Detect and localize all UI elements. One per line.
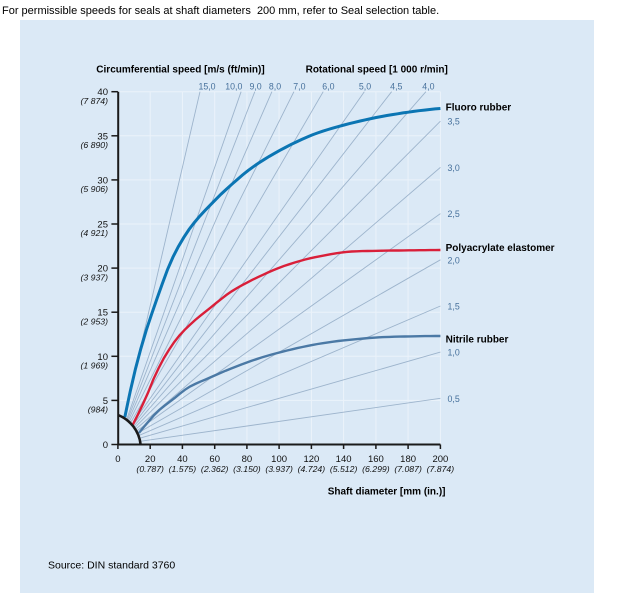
svg-text:7,0: 7,0: [293, 82, 305, 92]
svg-text:(0.787): (0.787): [136, 464, 164, 474]
svg-text:9,0: 9,0: [249, 82, 261, 92]
svg-text:Polyacrylate elastomer: Polyacrylate elastomer: [446, 243, 555, 254]
svg-text:(984): (984): [88, 405, 108, 415]
svg-text:(7 874): (7 874): [80, 96, 108, 106]
svg-text:15: 15: [97, 308, 108, 319]
svg-text:10: 10: [97, 352, 108, 363]
svg-text:(3.150): (3.150): [233, 464, 261, 474]
svg-text:(3 937): (3 937): [80, 272, 108, 282]
svg-text:60: 60: [209, 454, 220, 465]
svg-text:(2 953): (2 953): [80, 316, 108, 326]
svg-text:Source: DIN standard 3760: Source: DIN standard 3760: [48, 560, 175, 572]
svg-text:(5.512): (5.512): [330, 464, 358, 474]
svg-text:0: 0: [103, 440, 108, 451]
svg-text:Shaft diameter [mm (in.)]: Shaft diameter [mm (in.)]: [328, 487, 446, 498]
svg-text:6,0: 6,0: [322, 82, 334, 92]
svg-text:(7.874): (7.874): [427, 464, 455, 474]
svg-text:200: 200: [432, 454, 448, 465]
svg-text:3,0: 3,0: [448, 163, 460, 173]
svg-text:(6 890): (6 890): [80, 140, 108, 150]
svg-text:(4.724): (4.724): [298, 464, 326, 474]
svg-text:20: 20: [97, 264, 108, 275]
svg-text:35: 35: [97, 131, 108, 142]
svg-text:5: 5: [103, 396, 108, 407]
svg-text:4,0: 4,0: [422, 82, 434, 92]
svg-text:3,5: 3,5: [448, 117, 460, 127]
svg-text:(1 969): (1 969): [80, 361, 108, 371]
svg-text:(4 921): (4 921): [80, 228, 108, 238]
svg-text:20: 20: [145, 454, 156, 465]
svg-text:25: 25: [97, 220, 108, 231]
svg-text:(5 906): (5 906): [80, 184, 108, 194]
svg-text:2,5: 2,5: [448, 209, 460, 219]
svg-text:100: 100: [271, 454, 287, 465]
svg-text:140: 140: [336, 454, 352, 465]
svg-text:40: 40: [177, 454, 188, 465]
svg-text:Rotational speed [1 000 r/min]: Rotational speed [1 000 r/min]: [306, 65, 448, 76]
svg-text:(7.087): (7.087): [394, 464, 422, 474]
svg-text:0: 0: [115, 454, 120, 465]
svg-text:2,0: 2,0: [448, 255, 460, 265]
svg-text:10,0: 10,0: [225, 82, 242, 92]
svg-text:180: 180: [400, 454, 416, 465]
svg-text:5,0: 5,0: [359, 82, 371, 92]
svg-text:160: 160: [368, 454, 384, 465]
svg-text:80: 80: [242, 454, 253, 465]
svg-text:8,0: 8,0: [269, 82, 281, 92]
svg-text:15,0: 15,0: [198, 82, 215, 92]
svg-text:Nitrile rubber: Nitrile rubber: [446, 335, 509, 346]
svg-text:30: 30: [97, 175, 108, 186]
svg-text:4,5: 4,5: [390, 82, 402, 92]
svg-text:40: 40: [97, 87, 108, 98]
svg-text:1,0: 1,0: [448, 348, 460, 358]
svg-text:For permissible speeds for sea: For permissible speeds for seals at shaf…: [2, 5, 439, 17]
svg-text:0,5: 0,5: [448, 394, 460, 404]
svg-text:(6.299): (6.299): [362, 464, 390, 474]
svg-text:(1.575): (1.575): [169, 464, 197, 474]
svg-text:(3.937): (3.937): [265, 464, 293, 474]
svg-text:1,5: 1,5: [448, 301, 460, 311]
svg-text:120: 120: [303, 454, 319, 465]
svg-text:Fluoro rubber: Fluoro rubber: [446, 103, 512, 114]
svg-text:(2.362): (2.362): [201, 464, 229, 474]
svg-text:Circumferential speed [m/s (ft: Circumferential speed [m/s (ft/min)]: [96, 65, 264, 76]
